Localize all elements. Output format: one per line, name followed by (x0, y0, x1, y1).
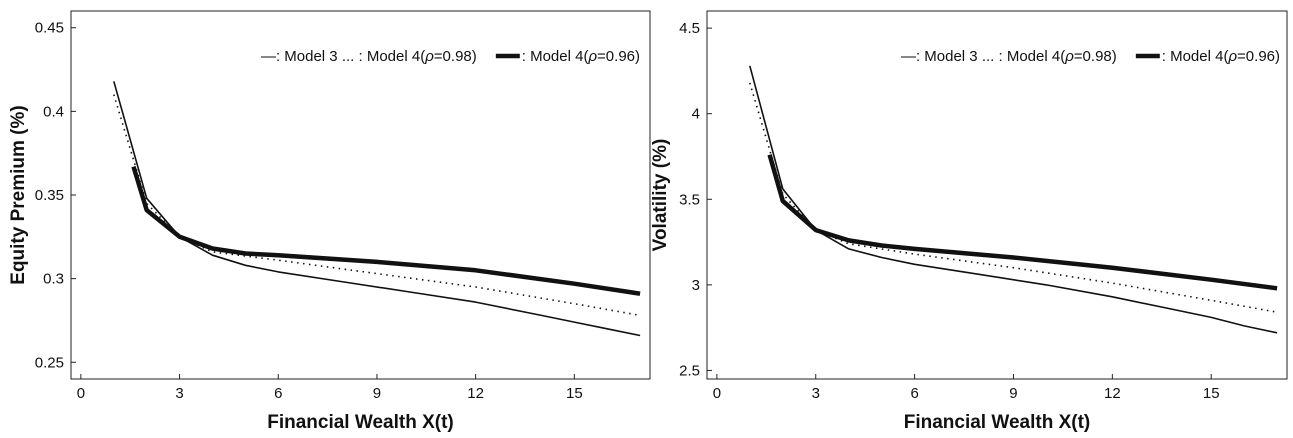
chart-panel-2: 0 3 6 9 12 15 2.5 3 3.5 4 4.5 Financial Wealth X(t)… (650, 10, 1288, 433)
legend-label-model4-096: : Model 4( (522, 48, 589, 65)
y-tick-label: 0.35 (35, 187, 64, 204)
x-tick-label: 9 (373, 385, 381, 402)
x-tick-label: 0 (713, 385, 721, 402)
legend-rho-symbol: ρ (587, 48, 597, 65)
legend-label-model4-098-suffix: =0.98) (434, 48, 522, 65)
legend-label-model4-096-suffix: =0.96) (597, 48, 640, 65)
legend-rho-symbol: ρ (424, 48, 434, 65)
y-axis-label: Equity Premium (%) (8, 105, 29, 284)
series-line-dotted (749, 82, 1278, 313)
x-tick-label: 15 (566, 385, 583, 402)
legend-marker-model4-098: ... (342, 48, 355, 65)
y-tick-label: 3.5 (679, 191, 700, 208)
y-tick-label: 0.45 (35, 20, 64, 37)
legend-rho-symbol: ρ (1227, 48, 1237, 65)
x-axis-label: Financial Wealth X(t) (904, 412, 1091, 433)
y-tick-label: 0.25 (35, 354, 64, 371)
x-tick-label: 6 (910, 385, 918, 402)
plot-frame (706, 10, 1288, 380)
y-tick-label: 4.5 (679, 20, 700, 37)
legend-marker-model3: — (261, 48, 276, 65)
series-line-solid-thick (767, 154, 1278, 291)
legend-label-model3: : Model 3 (916, 48, 982, 65)
legend: —: Model 3 ... : Model 4(ρ=0.98) : Model… (901, 48, 1280, 65)
legend-marker-model4-098: ... (982, 48, 995, 65)
x-tick-label: 0 (77, 385, 85, 402)
legend-text: —: Model 3 ... : Model 4(ρ=0.98) : Model… (261, 48, 640, 65)
legend-label-model4-098-suffix: =0.98) (1074, 48, 1162, 65)
x-tick-label: 6 (274, 385, 282, 402)
y-tick-label: 2.5 (679, 362, 700, 379)
y-tick-label: 3 (692, 277, 700, 294)
x-tick-label: 12 (1104, 385, 1121, 402)
x-tick-label: 15 (1203, 385, 1220, 402)
series-line-solid-thick (131, 165, 641, 296)
legend-label-model4-098: : Model 4( (354, 48, 425, 65)
legend-label-model4-098: : Model 4( (994, 48, 1065, 65)
x-tick-label: 3 (812, 385, 820, 402)
x-tick-label: 12 (467, 385, 484, 402)
legend-rho-symbol: ρ (1064, 48, 1074, 65)
plot-frame (70, 10, 651, 380)
x-tick-label: 3 (175, 385, 183, 402)
x-axis-label: Financial Wealth X(t) (267, 412, 454, 433)
y-tick-label: 4 (692, 106, 700, 123)
legend-label-model4-096: : Model 4( (1162, 48, 1229, 65)
chart-panel-1: 0 3 6 9 12 15 0.25 0.3 0.35 0.4 0.45 Financial Weal… (8, 10, 651, 433)
legend-text: —: Model 3 ... : Model 4(ρ=0.98) : Model… (901, 48, 1280, 65)
series-line-dotted (113, 94, 641, 317)
x-tick-label: 9 (1009, 385, 1017, 402)
legend: —: Model 3 ... : Model 4(ρ=0.98) : Model… (261, 48, 640, 65)
y-axis-label: Volatility (%) (650, 139, 671, 252)
y-tick-label: 0.4 (43, 103, 64, 120)
legend-label-model4-096-suffix: =0.96) (1237, 48, 1280, 65)
legend-label-model3: : Model 3 (276, 48, 342, 65)
legend-marker-model3: — (901, 48, 916, 65)
y-tick-label: 0.3 (43, 271, 64, 288)
